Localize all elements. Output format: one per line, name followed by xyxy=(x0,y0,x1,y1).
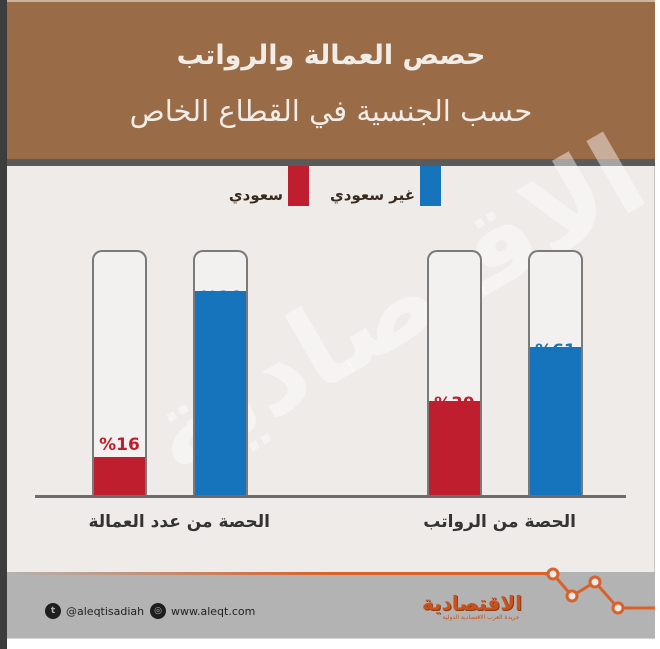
bar-salaries-non-saudi xyxy=(528,250,583,496)
bar-value-salaries-non-saudi: %61 xyxy=(535,341,576,361)
bar-salaries-saudi xyxy=(427,250,482,496)
bar-fill xyxy=(530,347,581,496)
bar-workforce-non-saudi xyxy=(193,250,248,496)
bar-fill xyxy=(195,291,246,496)
logo-tagline: جريدة العرب الاقتصادية الدولية xyxy=(442,614,520,621)
category-label-workforce: الحصة من عدد العمالة xyxy=(88,512,270,532)
bar-fill xyxy=(94,456,145,496)
legend-label-non-saudi: غير سعودي xyxy=(330,186,415,204)
header-divider xyxy=(7,159,655,166)
website-text: www.aleqt.com xyxy=(171,604,256,618)
twitter-icon: t xyxy=(45,603,61,619)
brand-logo: الاقتصادية جريدة العرب الاقتصادية الدولي… xyxy=(421,591,522,622)
bar-value-workforce-non-saudi: %84 xyxy=(200,288,241,308)
footer-bar xyxy=(7,572,655,638)
bar-workforce-saudi xyxy=(92,250,147,496)
legend-label-saudi: سعودي xyxy=(228,186,283,204)
bottom-margin xyxy=(7,638,655,649)
chart-title: حصص العمالة والرواتب xyxy=(176,40,486,71)
x-axis-line xyxy=(35,495,626,498)
footer-accent-line xyxy=(7,572,547,575)
category-label-salaries: الحصة من الرواتب xyxy=(423,512,576,532)
logo-text: الاقتصادية xyxy=(421,591,522,615)
legend-swatch-non-saudi xyxy=(420,166,441,206)
chart-subtitle: حسب الجنسية في القطاع الخاص xyxy=(129,94,533,128)
twitter-handle-text: @aleqtisadiah xyxy=(66,604,145,618)
top-line xyxy=(7,0,655,2)
header-banner: حصص العمالة والرواتب حسب الجنسية في القط… xyxy=(7,2,655,159)
left-border xyxy=(0,0,7,649)
legend-swatch-saudi xyxy=(288,166,309,206)
website-link[interactable]: ◎ www.aleqt.com xyxy=(150,603,255,619)
globe-icon: ◎ xyxy=(150,603,166,619)
bar-value-workforce-saudi: %16 xyxy=(99,435,140,455)
twitter-handle[interactable]: t @aleqtisadiah xyxy=(45,603,144,619)
bar-fill xyxy=(429,400,480,496)
bar-value-salaries-saudi: %39 xyxy=(434,394,475,414)
